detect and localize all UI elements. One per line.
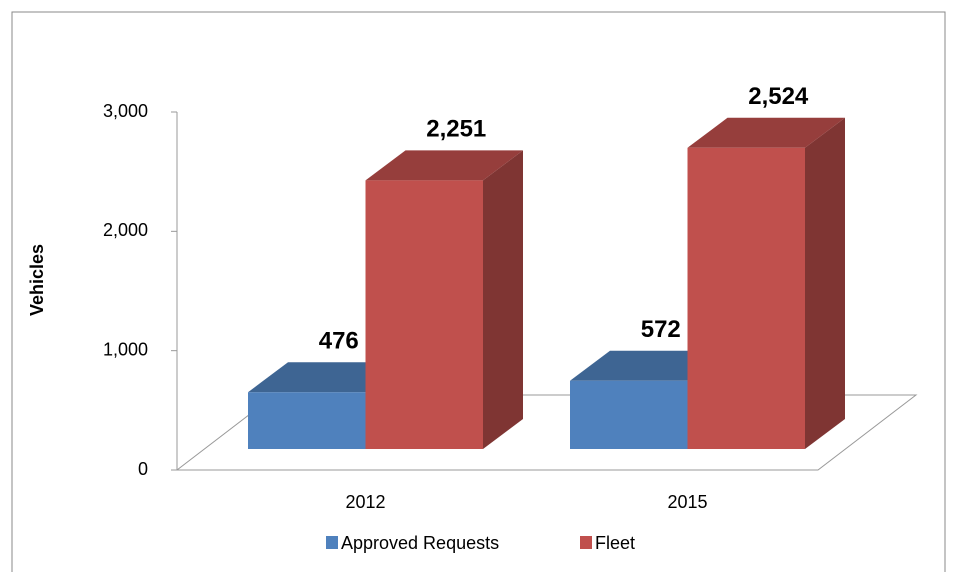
bar-top <box>687 117 845 148</box>
y-tick-label: 1,000 <box>103 339 148 359</box>
bar-side <box>483 150 523 449</box>
legend-swatch <box>580 536 592 549</box>
value-label: 572 <box>641 316 681 343</box>
x-tick-label: 2015 <box>667 492 707 512</box>
bar <box>365 150 523 449</box>
y-tick-label: 2,000 <box>103 220 148 240</box>
legend-swatch <box>326 536 338 549</box>
legend-label: Fleet <box>595 533 635 553</box>
value-label: 476 <box>319 328 359 355</box>
value-label: 2,524 <box>748 83 809 110</box>
floor <box>175 394 918 471</box>
bar-front <box>570 380 688 449</box>
bar-front <box>248 392 366 449</box>
legend-label: Approved Requests <box>341 533 499 553</box>
bar-front <box>365 180 483 449</box>
y-tick-label: 0 <box>138 459 148 479</box>
y-tick-label: 3,000 <box>103 101 148 121</box>
y-axis-title: Vehicles <box>27 244 47 316</box>
bar-side <box>805 117 845 449</box>
bar-top <box>365 150 523 181</box>
value-label: 2,251 <box>426 116 486 143</box>
x-tick-label: 2012 <box>345 492 385 512</box>
bar <box>687 117 845 449</box>
chart-frame <box>11 11 946 572</box>
bar-front <box>687 147 805 449</box>
